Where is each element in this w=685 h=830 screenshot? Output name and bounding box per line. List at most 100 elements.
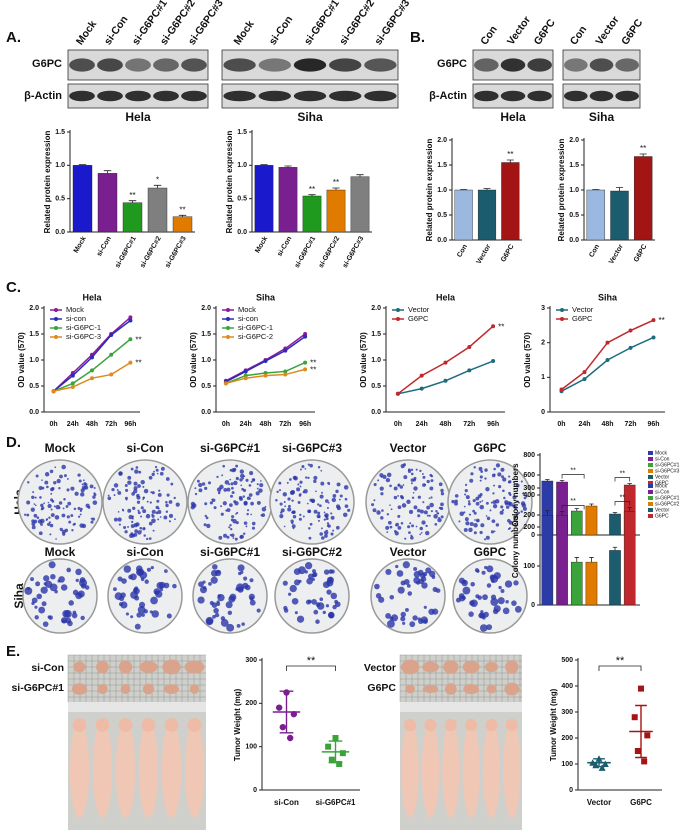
- colony: [451, 499, 455, 504]
- point: [467, 368, 472, 373]
- x-tick-label: 96h: [487, 421, 499, 428]
- colony: [386, 531, 389, 534]
- colony: [30, 507, 35, 512]
- point: [263, 359, 268, 364]
- blot-band: [474, 90, 499, 102]
- colony: [251, 478, 256, 482]
- legend-label: Mock: [238, 305, 256, 314]
- colony: [38, 531, 43, 536]
- colony: [226, 508, 231, 513]
- y-tick-label: 1.5: [237, 129, 247, 136]
- colony: [493, 467, 496, 471]
- colony: [67, 501, 72, 506]
- colony: [415, 525, 418, 528]
- colony: [140, 515, 143, 518]
- row-label: G6PC: [32, 58, 62, 70]
- sd-bar: [328, 740, 343, 764]
- blot-band: [527, 90, 552, 102]
- point: [491, 359, 496, 364]
- plate-label: si-G6PC#3: [282, 441, 342, 455]
- mouse-head: [141, 718, 156, 732]
- colony: [371, 503, 375, 507]
- x-tick-label: 96h: [647, 421, 659, 428]
- colony: [143, 488, 149, 494]
- colony: [343, 485, 349, 490]
- y-tick-label: 3: [541, 305, 545, 312]
- colony: [317, 466, 321, 469]
- colony: [142, 498, 144, 501]
- legend-label: G6PC: [655, 513, 669, 519]
- colony: [315, 619, 320, 624]
- colony: [421, 520, 426, 525]
- x-tick-label: Con: [456, 243, 469, 258]
- colony: [296, 615, 305, 623]
- error-bar: [506, 159, 514, 163]
- point: [109, 372, 114, 377]
- lane-label: Con: [568, 24, 590, 48]
- colony: [317, 519, 320, 522]
- colony: [331, 497, 337, 503]
- mouse: [161, 722, 182, 818]
- colony: [26, 500, 31, 505]
- colony: [194, 492, 198, 496]
- plate-label: Vector: [390, 441, 427, 455]
- colony: [429, 486, 434, 491]
- colony: [475, 501, 480, 506]
- colony: [78, 479, 82, 483]
- colony: [107, 496, 112, 501]
- blot-band: [615, 58, 639, 72]
- x-tick-label: 48h: [439, 421, 451, 428]
- error-bar: [559, 511, 565, 516]
- colony: [124, 530, 128, 534]
- colony: [204, 486, 208, 491]
- bar: [97, 173, 118, 233]
- colony: [522, 492, 525, 495]
- colony: [493, 530, 496, 533]
- colony: [336, 506, 341, 511]
- colony: [248, 493, 253, 497]
- tumor: [71, 683, 88, 695]
- colony: [249, 578, 254, 583]
- colony: [225, 601, 233, 609]
- colony: [376, 510, 381, 515]
- blot-band: [125, 58, 151, 72]
- blot-band: [97, 90, 123, 102]
- colony: [240, 484, 243, 487]
- colony: [205, 516, 209, 520]
- legend-marker: [54, 308, 58, 312]
- point: [651, 335, 656, 340]
- colony: [304, 562, 313, 570]
- colony: [420, 531, 423, 534]
- colony: [230, 533, 235, 538]
- colony: [411, 524, 414, 528]
- point: [279, 723, 287, 731]
- colony: [62, 507, 65, 510]
- colony: [246, 509, 250, 512]
- colony: [332, 494, 337, 498]
- error-bar: [574, 508, 579, 511]
- colony: [323, 518, 326, 521]
- significance: **: [333, 178, 339, 187]
- colony: [419, 469, 422, 473]
- colony: [282, 492, 287, 497]
- error-bar: [592, 189, 600, 190]
- colony: [90, 520, 94, 524]
- colony: [212, 614, 216, 619]
- colony: [48, 561, 56, 569]
- colony: [226, 535, 230, 539]
- legend-swatch: [648, 484, 653, 488]
- colony: [280, 511, 283, 514]
- colony: [291, 597, 299, 605]
- bar: [350, 176, 370, 233]
- colony: [151, 514, 155, 518]
- mouse-head: [187, 718, 202, 732]
- colony: [258, 488, 263, 493]
- colony: [417, 495, 421, 499]
- significance: **: [570, 498, 576, 505]
- bar: [541, 515, 554, 606]
- colony: [482, 615, 486, 620]
- colony: [287, 507, 292, 512]
- colony: [410, 482, 413, 485]
- colony: [223, 533, 228, 538]
- colony: [81, 483, 84, 486]
